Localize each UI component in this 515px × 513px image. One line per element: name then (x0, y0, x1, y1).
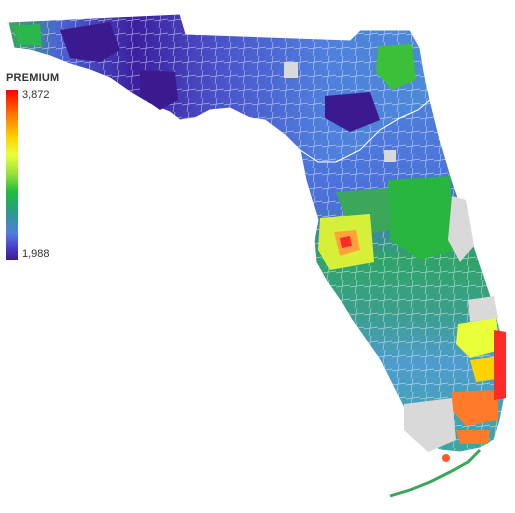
zip-boundaries (8, 14, 506, 452)
legend-max-label: 3,872 (22, 89, 50, 101)
key-west-dot[interactable] (442, 454, 450, 462)
legend-title: PREMIUM (6, 72, 60, 84)
region-no-data-southwest (468, 296, 498, 322)
region-jacksonville[interactable] (376, 44, 416, 90)
region-miami-dade-north[interactable] (452, 390, 498, 426)
region-homestead[interactable] (456, 430, 490, 444)
region-tampa-red[interactable] (340, 236, 352, 248)
region-no-data-everglades (404, 398, 456, 452)
florida-keys[interactable] (389, 448, 482, 498)
region-gainesville-low[interactable] (325, 92, 380, 132)
region-miami-coast[interactable] (494, 330, 506, 400)
region-palm-beach[interactable] (456, 318, 500, 358)
region-no-data-east (448, 196, 474, 262)
legend-color-bar (6, 90, 18, 260)
region-pensacola-west[interactable] (14, 24, 42, 46)
region-no-data-north (384, 150, 396, 162)
region-panama-city-low[interactable] (140, 70, 178, 110)
region-no-data-panhandle (284, 62, 298, 78)
region-orlando[interactable] (388, 176, 456, 260)
legend-min-label: 1,988 (22, 248, 50, 260)
legend: PREMIUM 3,872 1,988 (6, 72, 96, 272)
region-pensacola-low[interactable] (60, 22, 120, 62)
